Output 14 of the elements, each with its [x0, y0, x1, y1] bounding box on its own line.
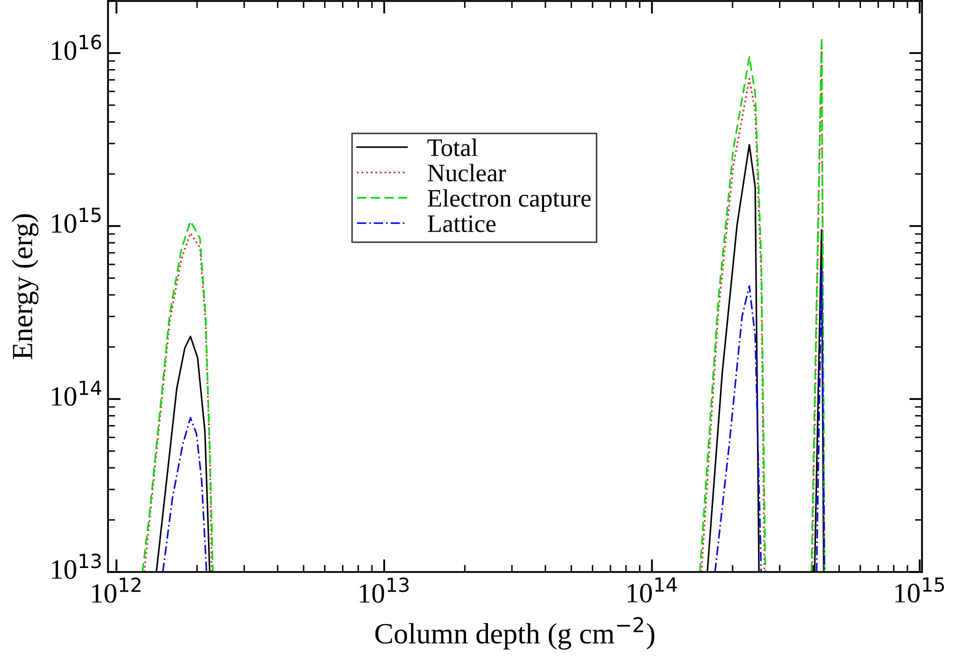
- y-tick-label: 10$^{13}$: [52, 554, 101, 579]
- legend-label: Nuclear: [428, 164, 506, 182]
- y-tick-label: 10$^{14}$: [52, 380, 102, 406]
- x-tick-label: 10$^{13}$: [360, 577, 409, 603]
- y-tick-label: 10$^{16}$: [52, 34, 102, 60]
- x-tick-label: 10$^{12}$: [92, 577, 140, 603]
- legend-label: Lattice: [428, 215, 496, 232]
- y-tick-label: 10$^{15}$: [52, 208, 101, 233]
- y-axis-title: Energy (erg): [12, 214, 38, 360]
- x-axis-title: Column depth (g cm$^{−2}$): [375, 617, 654, 650]
- x-tick-label: 10$^{15}$: [895, 577, 944, 603]
- x-tick-label: 10$^{14}$: [628, 577, 677, 603]
- legend-label: Electron capture: [428, 189, 591, 212]
- legend-label: Total: [428, 138, 478, 156]
